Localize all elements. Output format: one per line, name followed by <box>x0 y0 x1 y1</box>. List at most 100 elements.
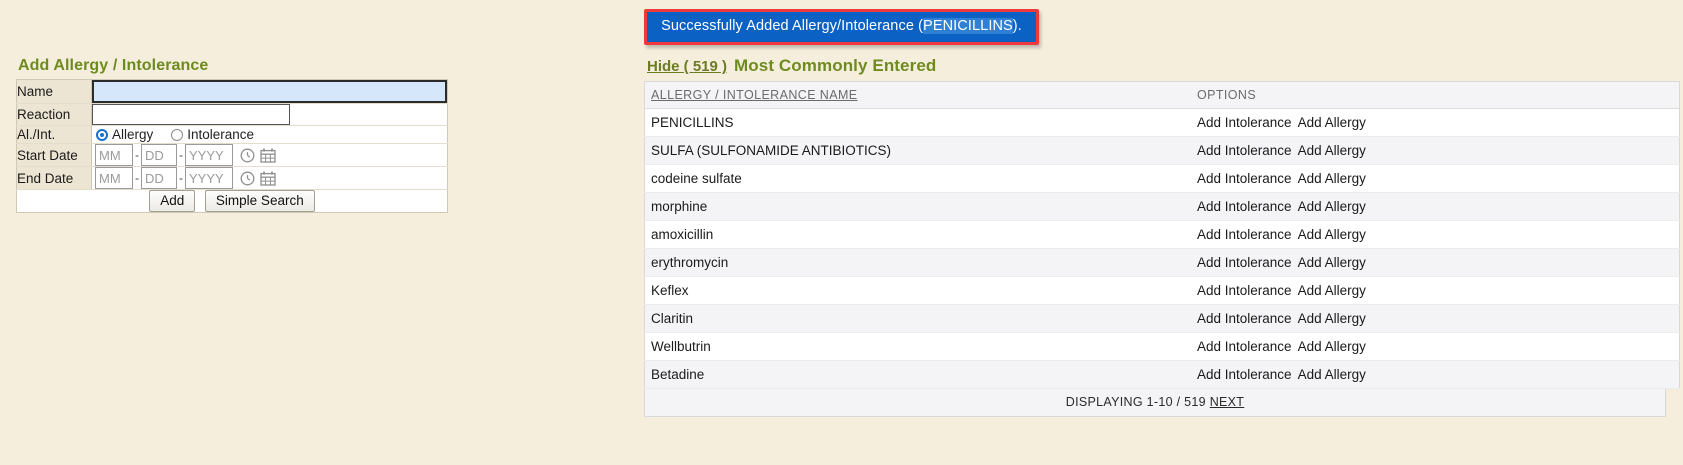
start-date-day-input[interactable] <box>141 144 177 166</box>
column-header-name-link[interactable]: ALLERGY / INTOLERANCE NAME <box>651 88 858 102</box>
table-row: morphine Add Intolerance Add Allergy <box>644 192 1680 221</box>
allergy-name-cell: Betadine <box>644 360 1191 389</box>
reaction-field-cell <box>91 103 448 126</box>
add-allergy-link[interactable]: Add Allergy <box>1297 143 1366 158</box>
add-button[interactable]: Add <box>149 190 196 212</box>
add-allergy-form-table: Name Reaction Al./Int. Allergy <box>16 79 448 213</box>
end-date-label: End Date <box>16 166 92 190</box>
add-intolerance-link[interactable]: Add Intolerance <box>1197 367 1292 382</box>
options-cell: Add Intolerance Add Allergy <box>1191 248 1680 277</box>
table-row: Betadine Add Intolerance Add Allergy <box>644 360 1680 389</box>
name-field-cell <box>91 79 448 104</box>
options-cell: Add Intolerance Add Allergy <box>1191 332 1680 361</box>
options-cell: Add Intolerance Add Allergy <box>1191 108 1680 137</box>
list-panel-header: Hide ( 519 ) Most Commonly Entered <box>647 56 1666 76</box>
table-row: Keflex Add Intolerance Add Allergy <box>644 276 1680 305</box>
banner-text-suffix: ). <box>1012 18 1022 34</box>
column-header-name: ALLERGY / INTOLERANCE NAME <box>644 81 1191 109</box>
pagination-footer: DISPLAYING 1-10 / 519 NEXT <box>644 389 1666 417</box>
radio-allergy[interactable] <box>96 128 108 141</box>
radio-intolerance[interactable] <box>171 128 184 141</box>
table-row: amoxicillin Add Intolerance Add Allergy <box>644 220 1680 249</box>
table-row: codeine sulfate Add Intolerance Add Allerg… <box>644 164 1680 193</box>
name-label: Name <box>16 79 92 104</box>
start-date-icons <box>240 148 276 163</box>
hide-link[interactable]: Hide ( 519 ) <box>647 58 728 75</box>
add-allergy-link[interactable]: Add Allergy <box>1297 199 1366 214</box>
allergy-name-cell: Keflex <box>644 276 1191 305</box>
add-intolerance-link[interactable]: Add Intolerance <box>1197 255 1292 270</box>
table-row: Wellbutrin Add Intolerance Add Allergy <box>644 332 1680 361</box>
add-intolerance-link[interactable]: Add Intolerance <box>1197 283 1292 298</box>
name-input[interactable] <box>92 80 447 103</box>
form-row-name: Name <box>16 79 448 104</box>
add-allergy-link[interactable]: Add Allergy <box>1297 227 1366 242</box>
add-intolerance-link[interactable]: Add Intolerance <box>1197 171 1292 186</box>
end-date-icons <box>240 171 276 186</box>
allergy-name-cell: amoxicillin <box>644 220 1191 249</box>
end-date-separator-1: - <box>135 171 139 185</box>
notification-banner-area: Successfully Added Allergy/Intolerance (… <box>0 0 1683 45</box>
allergy-name-cell: erythromycin <box>644 248 1191 277</box>
radio-intolerance-label: Intolerance <box>187 127 255 142</box>
pagination-count: DISPLAYING 1-10 / 519 <box>1065 395 1206 409</box>
add-allergy-link[interactable]: Add Allergy <box>1297 339 1366 354</box>
end-date-year-input[interactable] <box>185 167 233 189</box>
allergy-name-cell: PENICILLINS <box>644 108 1191 137</box>
end-date-separator-2: - <box>179 171 183 185</box>
table-row: Claritin Add Intolerance Add Allergy <box>644 304 1680 333</box>
clock-icon[interactable] <box>240 171 255 186</box>
options-cell: Add Intolerance Add Allergy <box>1191 276 1680 305</box>
add-intolerance-link[interactable]: Add Intolerance <box>1197 311 1292 326</box>
allergy-name-cell: Claritin <box>644 304 1191 333</box>
form-buttons-cell: Add Simple Search <box>16 189 448 213</box>
allergy-intolerance-cell: Allergy Intolerance <box>91 125 448 144</box>
table-row: PENICILLINS Add Intolerance Add Allergy <box>644 108 1680 137</box>
start-date-label: Start Date <box>16 143 92 167</box>
calendar-icon[interactable] <box>260 171 276 186</box>
allergy-list-body: PENICILLINS Add Intolerance Add Allergy SUL… <box>644 108 1680 389</box>
reaction-input[interactable] <box>92 104 290 125</box>
next-page-link[interactable]: NEXT <box>1209 395 1245 409</box>
clock-icon[interactable] <box>240 148 255 163</box>
form-title: Add Allergy / Intolerance <box>18 57 209 74</box>
allergy-list-table: ALLERGY / INTOLERANCE NAME OPTIONS PENIC… <box>644 81 1680 389</box>
calendar-icon[interactable] <box>260 148 276 163</box>
add-intolerance-link[interactable]: Add Intolerance <box>1197 143 1292 158</box>
add-allergy-link[interactable]: Add Allergy <box>1297 255 1366 270</box>
banner-text-highlight: PENICILLINS <box>923 18 1013 34</box>
add-allergy-link[interactable]: Add Allergy <box>1297 171 1366 186</box>
banner-text-prefix: Successfully Added Allergy/Intolerance ( <box>661 18 924 34</box>
column-header-options: OPTIONS <box>1191 81 1680 109</box>
allergy-intolerance-label: Al./Int. <box>16 125 92 144</box>
allergy-name-cell: codeine sulfate <box>644 164 1191 193</box>
add-intolerance-link[interactable]: Add Intolerance <box>1197 339 1292 354</box>
most-commonly-entered-panel: Hide ( 519 ) Most Commonly Entered ALLER… <box>644 56 1680 417</box>
options-cell: Add Intolerance Add Allergy <box>1191 164 1680 193</box>
form-row-reaction: Reaction <box>16 103 448 126</box>
start-date-separator-2: - <box>179 148 183 162</box>
add-allergy-link[interactable]: Add Allergy <box>1297 367 1366 382</box>
options-cell: Add Intolerance Add Allergy <box>1191 304 1680 333</box>
success-banner: Successfully Added Allergy/Intolerance (… <box>644 9 1039 45</box>
table-row: erythromycin Add Intolerance Add Allergy <box>644 248 1680 277</box>
start-date-month-input[interactable] <box>95 144 133 166</box>
end-date-month-input[interactable] <box>95 167 133 189</box>
add-intolerance-link[interactable]: Add Intolerance <box>1197 227 1292 242</box>
add-allergy-link[interactable]: Add Allergy <box>1297 283 1366 298</box>
allergy-name-cell: morphine <box>644 192 1191 221</box>
start-date-cell: - - <box>91 143 448 167</box>
reaction-label: Reaction <box>16 103 92 126</box>
add-intolerance-link[interactable]: Add Intolerance <box>1197 199 1292 214</box>
options-cell: Add Intolerance Add Allergy <box>1191 360 1680 389</box>
add-intolerance-link[interactable]: Add Intolerance <box>1197 115 1292 130</box>
table-header-row: ALLERGY / INTOLERANCE NAME OPTIONS <box>644 81 1680 109</box>
add-allergy-link[interactable]: Add Allergy <box>1297 311 1366 326</box>
start-date-year-input[interactable] <box>185 144 233 166</box>
radio-allergy-label: Allergy <box>112 127 154 142</box>
start-date-separator-1: - <box>135 148 139 162</box>
end-date-day-input[interactable] <box>141 167 177 189</box>
add-allergy-link[interactable]: Add Allergy <box>1297 115 1366 130</box>
form-row-type: Al./Int. Allergy Intolerance <box>16 125 448 144</box>
simple-search-button[interactable]: Simple Search <box>204 190 315 212</box>
